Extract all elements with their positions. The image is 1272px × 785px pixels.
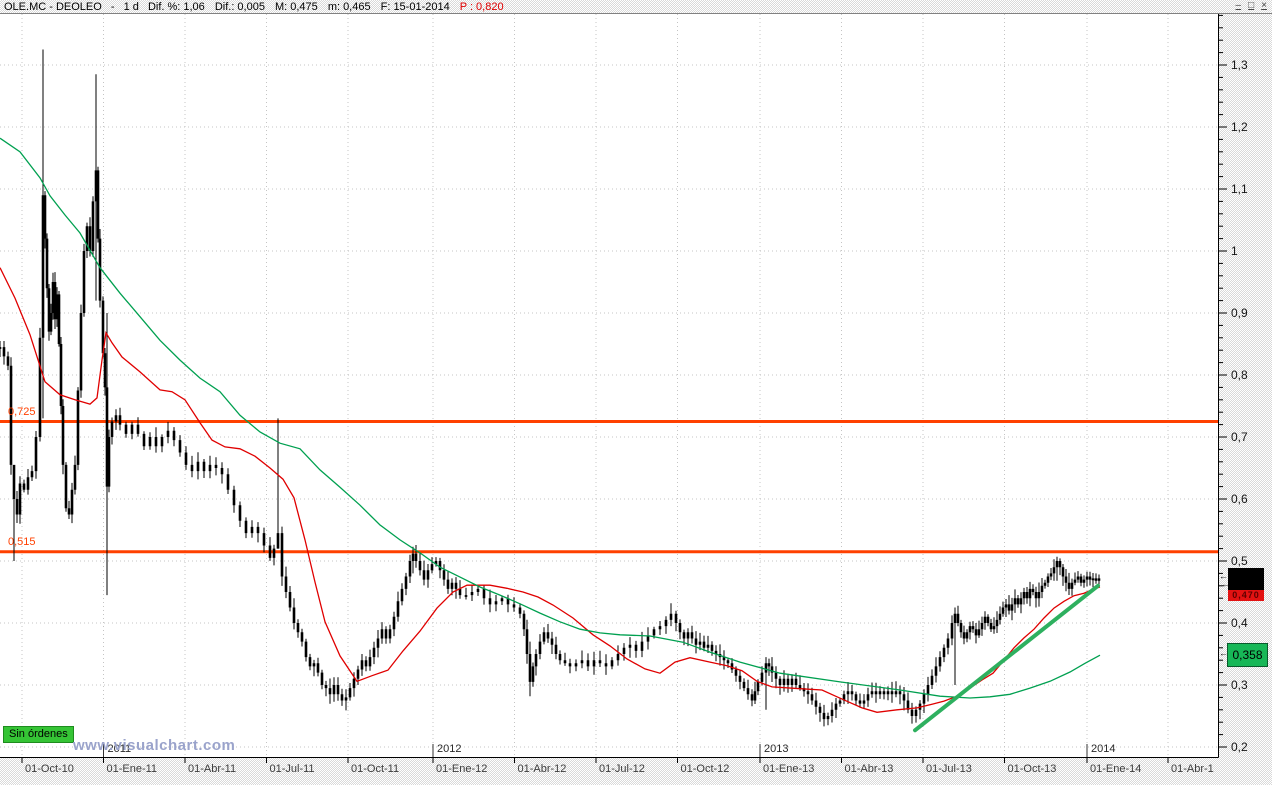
candle-bodies [0, 170, 1101, 720]
field-difpct-label: Dif. %: [147, 1, 181, 13]
field-dif-label: Dif.: [214, 1, 235, 13]
minimize-icon[interactable]: – [1235, 0, 1242, 11]
header-separator: - [110, 1, 115, 13]
field-low-value: 0,465 [343, 1, 371, 13]
trendline [913, 583, 1100, 733]
field-low-label: m: [327, 1, 341, 13]
price-alert-label: P : [459, 1, 474, 13]
close-icon[interactable]: × [1261, 0, 1267, 11]
instrument-title: OLE.MC - DEOLEO [4, 1, 102, 13]
price-alert-value: 0,820 [476, 1, 504, 13]
maximize-icon[interactable]: □ [1248, 0, 1255, 11]
ma-slow-line [0, 137, 1101, 699]
field-difpct-value: 1,06 [183, 1, 205, 13]
field-high-label: M: [275, 1, 288, 13]
field-date-label: F: [380, 1, 391, 13]
field-high-value: 0,475 [290, 1, 318, 13]
window-controls: – □ × [1236, 0, 1267, 12]
field-date-value: 15-01-2014 [393, 1, 450, 13]
field-dif-value: 0,005 [237, 1, 265, 13]
timeframe-label: 1 d [123, 1, 139, 13]
chart-header: OLE.MC - DEOLEO - 1 d Dif. %: 1,06 Dif.: 0… [4, 1, 511, 13]
